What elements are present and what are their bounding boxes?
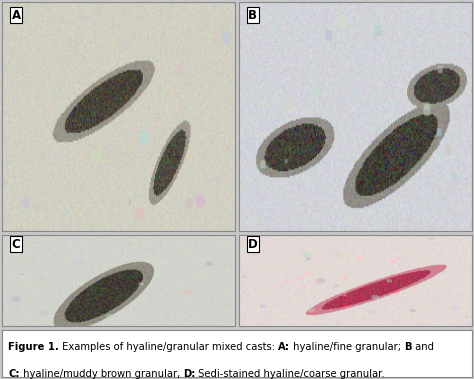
- Text: Sedi-stained hyaline/coarse granular.: Sedi-stained hyaline/coarse granular.: [195, 368, 385, 379]
- Text: Examples of hyaline/granular mixed casts:: Examples of hyaline/granular mixed casts…: [59, 341, 278, 352]
- Text: and: and: [411, 341, 434, 352]
- Text: D:: D:: [183, 368, 195, 379]
- Text: B: B: [248, 9, 257, 22]
- Text: D: D: [248, 238, 258, 251]
- Text: hyaline/muddy brown granular,: hyaline/muddy brown granular,: [19, 368, 183, 379]
- Text: B: B: [404, 341, 411, 352]
- Text: C:: C:: [8, 368, 19, 379]
- Text: hyaline/fine granular;: hyaline/fine granular;: [290, 341, 404, 352]
- Text: C: C: [12, 238, 20, 251]
- Text: Figure 1.: Figure 1.: [8, 341, 59, 352]
- Text: A:: A:: [278, 341, 290, 352]
- Text: A: A: [12, 9, 21, 22]
